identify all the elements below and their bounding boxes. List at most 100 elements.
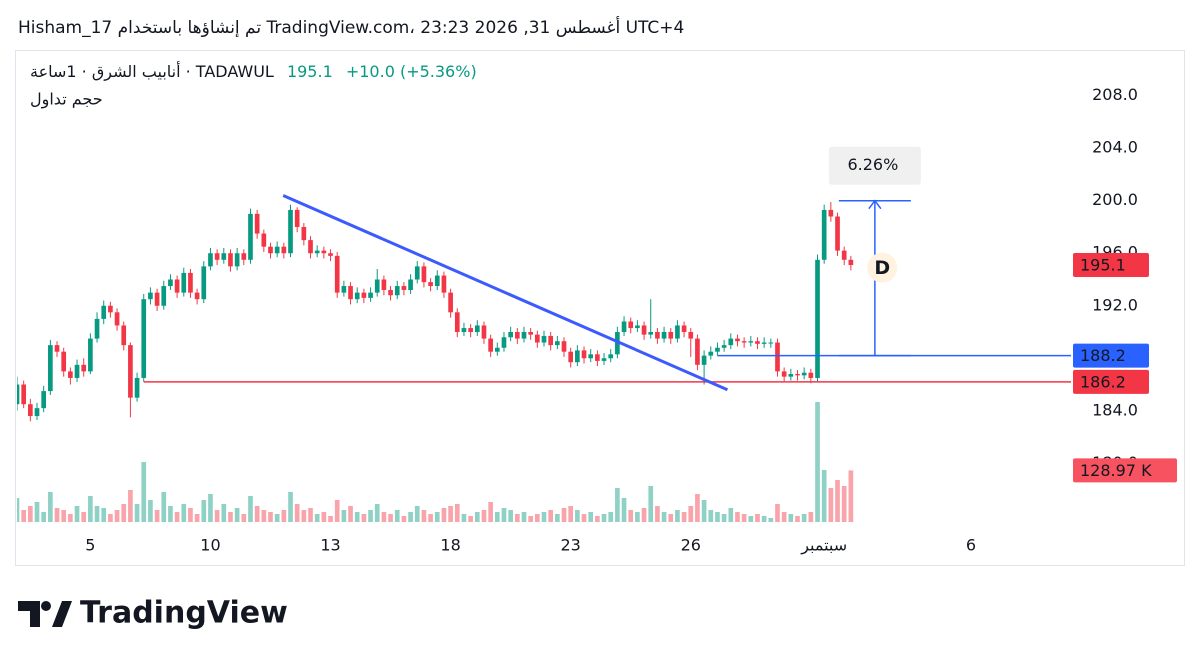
candle-body xyxy=(775,342,780,372)
volume-bar xyxy=(214,510,220,522)
candle-body xyxy=(314,250,320,254)
volume-bar xyxy=(514,514,520,522)
candle-body xyxy=(768,342,774,344)
volume-bar xyxy=(795,516,800,522)
candle-body xyxy=(81,364,87,372)
candle-body xyxy=(161,286,167,306)
attribution: Hisham_17 تم إنشاؤها باستخدام TradingVie… xyxy=(18,16,684,38)
candle-body xyxy=(695,338,700,365)
candle-body xyxy=(234,253,240,267)
volume-bar xyxy=(755,514,760,522)
y-tick-label: 204.0 xyxy=(1092,138,1138,157)
volume-bar xyxy=(801,514,807,522)
candle-body xyxy=(214,253,220,260)
candle-body xyxy=(641,325,647,335)
candle-body xyxy=(61,351,67,372)
candle-body xyxy=(848,259,854,266)
volume-bar xyxy=(401,516,407,522)
volume-bar xyxy=(154,510,160,522)
candle-body xyxy=(735,338,740,342)
candle-body xyxy=(341,286,347,293)
volume-bar xyxy=(281,510,287,522)
volume-bar xyxy=(741,514,747,522)
x-tick-label: 18 xyxy=(440,536,460,555)
last-price-label-box xyxy=(1073,253,1149,278)
candle-body xyxy=(801,372,807,376)
volume-bar xyxy=(108,514,113,522)
volume-bar xyxy=(194,514,200,522)
volume-bar xyxy=(17,498,20,522)
candle-body xyxy=(288,209,293,254)
candle-body xyxy=(621,321,627,333)
volume-bar xyxy=(655,506,660,522)
candle-body xyxy=(168,279,173,287)
x-tick-label: 13 xyxy=(320,536,340,555)
volume-bar xyxy=(528,516,533,522)
volume-bar xyxy=(68,514,73,522)
volume-bar xyxy=(301,510,307,522)
candle-body xyxy=(841,250,847,260)
volume-bar xyxy=(548,510,554,522)
volume-bar xyxy=(134,504,140,522)
candle-body xyxy=(501,337,507,348)
volume-bar xyxy=(168,506,173,522)
candle-body xyxy=(494,347,500,352)
candle-body xyxy=(401,286,407,290)
volume-bar xyxy=(94,506,100,522)
volume-label: 128.97 K xyxy=(1080,461,1152,480)
candle-body xyxy=(17,384,20,405)
candle-body xyxy=(308,240,313,254)
volume-bar xyxy=(34,502,40,522)
volume-bar xyxy=(555,514,560,522)
volume-bar xyxy=(314,514,320,522)
volume-bar xyxy=(328,516,333,522)
candle-body xyxy=(795,374,800,376)
candle-body xyxy=(434,275,440,287)
hline-label-box xyxy=(1073,343,1149,368)
volume-bar xyxy=(488,502,493,522)
volume-bar xyxy=(835,480,840,522)
candle-body xyxy=(514,332,520,339)
candle-body xyxy=(688,332,694,339)
x-tick-label: 6 xyxy=(966,536,976,555)
candle-body xyxy=(388,290,393,296)
volume-bar xyxy=(708,510,714,522)
brand-logo xyxy=(18,601,72,627)
candle-body xyxy=(394,286,400,296)
volume-bar xyxy=(388,514,393,522)
volume-bar xyxy=(334,500,340,522)
candle-body xyxy=(681,325,687,333)
volume-bar xyxy=(181,504,187,522)
volume-bar xyxy=(441,508,447,522)
candle-body xyxy=(321,250,327,254)
candle-body xyxy=(101,305,107,319)
candle-body xyxy=(241,253,247,260)
volume-bar xyxy=(728,508,734,522)
volume-bar xyxy=(781,512,787,522)
measure-label-box xyxy=(828,146,921,185)
volume-bar xyxy=(408,512,413,522)
volume-bar xyxy=(368,510,373,522)
candle-body xyxy=(741,341,747,343)
volume-bar xyxy=(428,514,433,522)
candle-body xyxy=(201,266,207,300)
candle-body xyxy=(635,325,640,329)
candle-body xyxy=(488,338,493,352)
candle-body xyxy=(655,332,660,339)
candle-body xyxy=(421,266,427,283)
candle-body xyxy=(221,253,227,260)
volume-bar xyxy=(641,508,647,522)
candle-body xyxy=(715,347,720,352)
candle-body xyxy=(534,334,540,343)
y-tick-label: 208.0 xyxy=(1092,85,1138,104)
candle-body xyxy=(474,325,480,333)
volume-bar xyxy=(81,512,87,522)
measure-label: 6.26% xyxy=(847,155,898,174)
candle-body xyxy=(721,345,727,348)
volume-bar xyxy=(601,514,607,522)
candle-body xyxy=(835,216,840,251)
volume-bar xyxy=(148,500,153,522)
candle-body xyxy=(301,226,307,241)
marker-circle xyxy=(867,252,898,283)
